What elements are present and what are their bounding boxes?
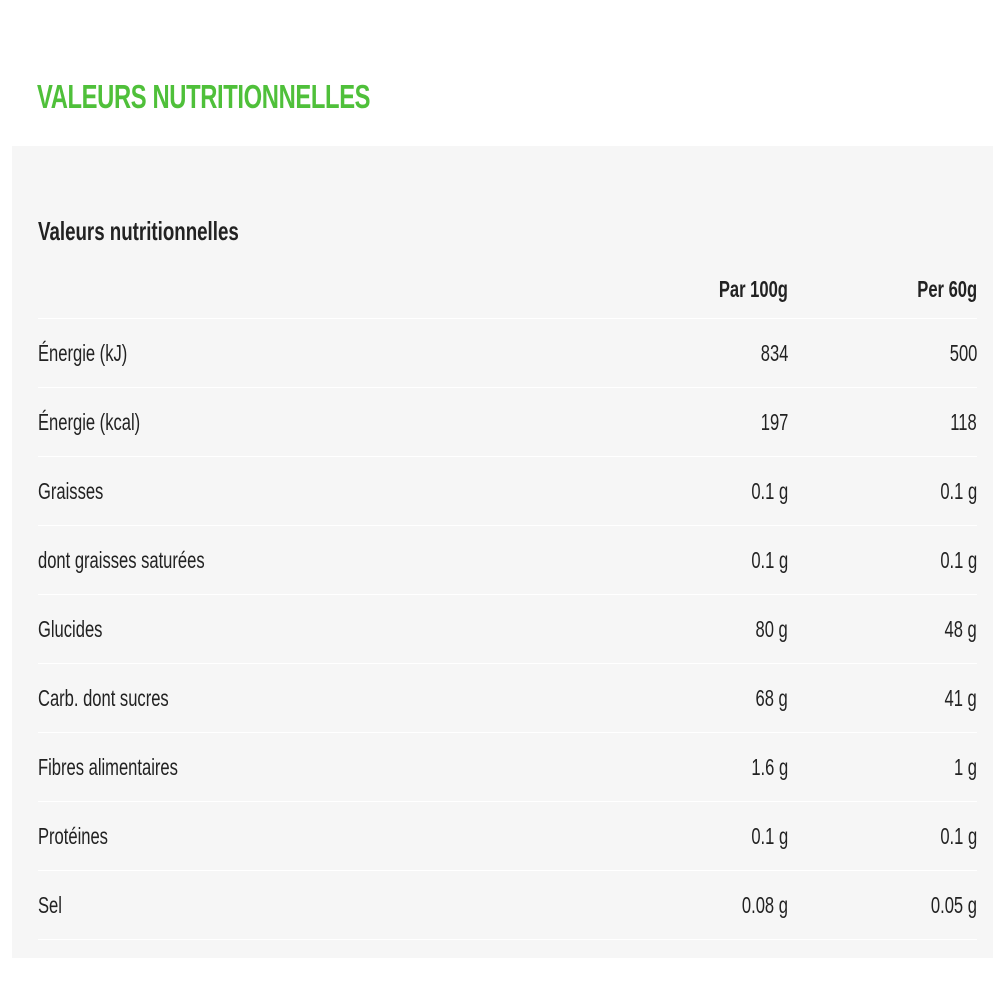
nutrition-panel: Valeurs nutritionnelles Par 100g Per 60g… <box>12 146 993 958</box>
value-per-100g: 1.6 g <box>588 732 788 802</box>
value-per-60g: 0.1 g <box>788 801 977 871</box>
value-per-100g: 68 g <box>588 663 788 733</box>
row-label: Graisses <box>38 456 588 526</box>
table-row: Protéines 0.1 g 0.1 g <box>38 801 977 871</box>
column-header-per-100g: Par 100g <box>588 276 788 319</box>
value-per-60g: 118 <box>788 387 977 457</box>
value-per-60g: 500 <box>788 318 977 388</box>
table-row: Glucides 80 g 48 g <box>38 594 977 664</box>
table-title: Valeurs nutritionnelles <box>38 216 239 246</box>
value-per-60g: 48 g <box>788 594 977 664</box>
row-label: Énergie (kcal) <box>38 387 588 457</box>
row-label: dont graisses saturées <box>38 525 588 595</box>
table-row: Énergie (kcal) 197 118 <box>38 387 977 457</box>
row-label: Énergie (kJ) <box>38 318 588 388</box>
value-per-100g: 197 <box>588 387 788 457</box>
column-header-per-60g: Per 60g <box>788 276 977 319</box>
value-per-100g: 0.1 g <box>588 456 788 526</box>
row-label: Glucides <box>38 594 588 664</box>
row-label: Protéines <box>38 801 588 871</box>
value-per-100g: 0.1 g <box>588 525 788 595</box>
row-label: Carb. dont sucres <box>38 663 588 733</box>
section-title: VALEURS NUTRITIONNELLES <box>37 78 371 115</box>
nutrition-table: Par 100g Per 60g Énergie (kJ) 834 500 Énerg… <box>38 276 977 940</box>
value-per-60g: 41 g <box>788 663 977 733</box>
row-label: Sel <box>38 870 588 940</box>
value-per-60g: 1 g <box>788 732 977 802</box>
table-row: Énergie (kJ) 834 500 <box>38 318 977 388</box>
value-per-100g: 0.08 g <box>588 870 788 940</box>
table-row: Sel 0.08 g 0.05 g <box>38 870 977 940</box>
value-per-100g: 80 g <box>588 594 788 664</box>
value-per-100g: 0.1 g <box>588 801 788 871</box>
table-row: Graisses 0.1 g 0.1 g <box>38 456 977 526</box>
value-per-100g: 834 <box>588 318 788 388</box>
value-per-60g: 0.1 g <box>788 525 977 595</box>
value-per-60g: 0.05 g <box>788 870 977 940</box>
value-per-60g: 0.1 g <box>788 456 977 526</box>
row-label: Fibres alimentaires <box>38 732 588 802</box>
table-header: Par 100g Per 60g <box>38 276 977 319</box>
table-row: Carb. dont sucres 68 g 41 g <box>38 663 977 733</box>
table-row: dont graisses saturées 0.1 g 0.1 g <box>38 525 977 595</box>
